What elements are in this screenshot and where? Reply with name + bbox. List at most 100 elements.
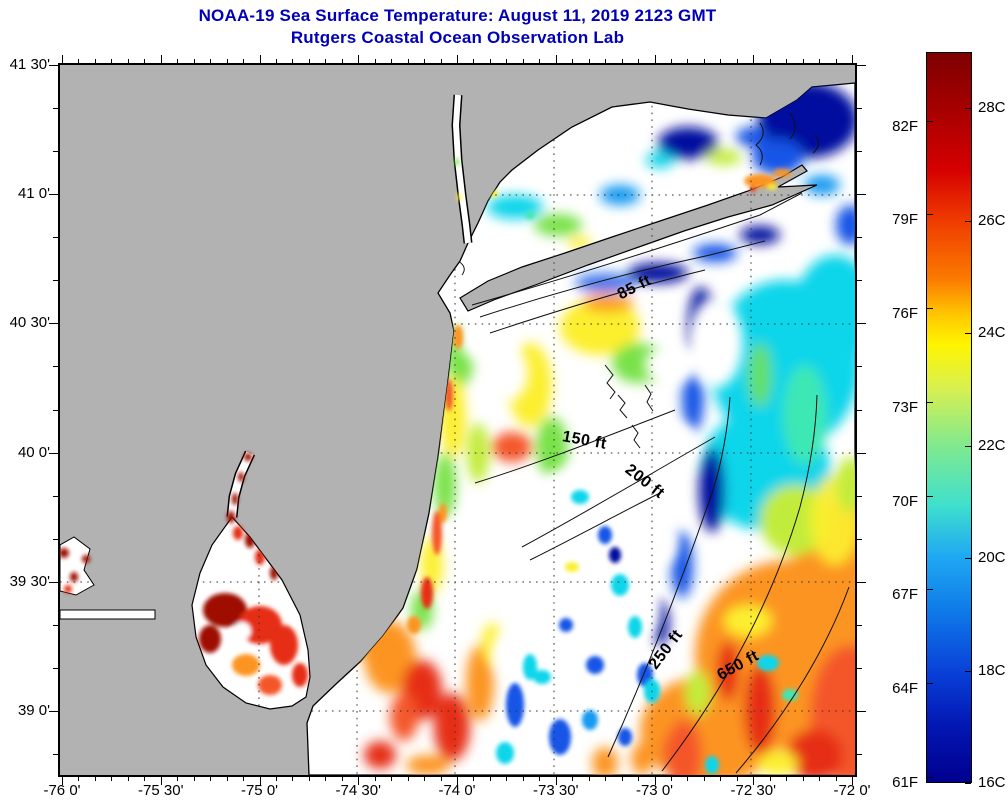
x-tick-label: -73 30' bbox=[533, 782, 579, 799]
x-tick-bottom bbox=[111, 777, 113, 781]
x-tick-bottom bbox=[786, 777, 788, 781]
long-island bbox=[459, 164, 818, 312]
x-tick-top bbox=[325, 59, 327, 63]
colorbar-tick-f bbox=[927, 120, 933, 122]
x-tick-bottom bbox=[687, 777, 689, 781]
y-tick-left bbox=[49, 581, 58, 583]
x-tick-bottom bbox=[62, 777, 63, 785]
x-tick-bottom bbox=[753, 777, 755, 785]
y-tick-right bbox=[857, 538, 862, 540]
x-tick-bottom bbox=[358, 777, 360, 785]
x-tick-top bbox=[62, 55, 63, 63]
x-tick-top bbox=[391, 59, 393, 63]
x-tick-top bbox=[127, 59, 129, 63]
x-tick-bottom bbox=[522, 777, 524, 781]
x-tick-bottom bbox=[539, 777, 541, 781]
x-tick-top bbox=[670, 59, 672, 63]
x-tick-top bbox=[506, 59, 508, 63]
x-tick-top bbox=[819, 59, 821, 63]
x-tick-top bbox=[358, 55, 360, 63]
x-tick-top bbox=[341, 59, 343, 63]
x-tick-top bbox=[802, 59, 804, 63]
x-tick-bottom bbox=[407, 777, 409, 781]
x-tick-bottom bbox=[160, 777, 162, 785]
x-tick-label: -74 0' bbox=[438, 782, 476, 799]
x-tick-top bbox=[94, 59, 96, 63]
y-tick-label: 41 30' bbox=[9, 56, 50, 73]
colorbar-tick-f bbox=[927, 214, 933, 216]
colorbar bbox=[926, 52, 972, 783]
x-tick-bottom bbox=[78, 777, 80, 781]
y-tick-left bbox=[53, 624, 58, 626]
y-tick-left bbox=[53, 495, 58, 497]
x-tick-bottom bbox=[572, 777, 574, 781]
x-tick-top bbox=[769, 59, 771, 63]
x-tick-bottom bbox=[638, 777, 640, 781]
colorbar-label-f: 76F bbox=[892, 305, 918, 323]
y-tick-left bbox=[53, 151, 58, 153]
colorbar-tick-c bbox=[965, 220, 971, 222]
y-tick-left bbox=[53, 366, 58, 368]
x-tick-top bbox=[275, 59, 277, 63]
x-tick-bottom bbox=[819, 777, 821, 781]
page-title: NOAA-19 Sea Surface Temperature: August … bbox=[198, 6, 717, 25]
x-tick-bottom bbox=[457, 777, 458, 785]
x-tick-top bbox=[292, 59, 294, 63]
colorbar-label-f: 79F bbox=[892, 211, 918, 229]
x-tick-bottom bbox=[144, 777, 146, 781]
x-tick-bottom bbox=[703, 777, 705, 781]
x-tick-top bbox=[753, 55, 755, 63]
hudson-river bbox=[452, 94, 471, 244]
x-tick-bottom bbox=[835, 777, 837, 781]
x-tick-bottom bbox=[621, 777, 623, 781]
peconic-warm-patch bbox=[744, 169, 791, 192]
colorbar-label-f: 61F bbox=[892, 773, 918, 791]
x-tick-label: -72 30' bbox=[730, 782, 776, 799]
colorbar-tick-f bbox=[927, 401, 933, 403]
x-tick-top bbox=[473, 59, 475, 63]
x-tick-bottom bbox=[506, 777, 508, 781]
x-tick-top bbox=[489, 59, 491, 63]
y-tick-right bbox=[857, 237, 862, 239]
x-tick-top bbox=[572, 59, 574, 63]
x-tick-bottom bbox=[769, 777, 771, 781]
x-tick-bottom bbox=[292, 777, 294, 781]
x-tick-top bbox=[78, 59, 80, 63]
x-tick-bottom bbox=[802, 777, 804, 781]
x-tick-top bbox=[424, 59, 426, 63]
y-tick-left bbox=[49, 323, 58, 325]
y-tick-label: 39 0' bbox=[17, 702, 50, 719]
x-tick-bottom bbox=[852, 777, 853, 785]
colorbar-tick-c bbox=[965, 445, 971, 447]
x-tick-top bbox=[720, 59, 722, 63]
x-tick-bottom bbox=[94, 777, 96, 781]
x-tick-label: -72 0' bbox=[833, 782, 871, 799]
y-tick-left bbox=[53, 237, 58, 239]
x-tick-top bbox=[226, 59, 228, 63]
colorbar-tick-f bbox=[927, 683, 933, 685]
x-tick-top bbox=[522, 59, 524, 63]
x-tick-top bbox=[457, 55, 458, 63]
cloud-patches bbox=[458, 263, 743, 731]
x-tick-top bbox=[210, 59, 212, 63]
x-tick-top bbox=[259, 55, 261, 63]
x-tick-bottom bbox=[210, 777, 212, 781]
x-tick-bottom bbox=[670, 777, 672, 781]
y-tick-right bbox=[857, 323, 866, 325]
colorbar-tick-c bbox=[965, 333, 971, 335]
x-tick-top bbox=[835, 59, 837, 63]
delaware-river bbox=[228, 451, 254, 518]
y-tick-right bbox=[857, 151, 862, 153]
y-tick-right bbox=[857, 452, 866, 454]
x-tick-top bbox=[539, 59, 541, 63]
x-tick-bottom bbox=[243, 777, 245, 781]
x-tick-top bbox=[638, 59, 640, 63]
y-tick-left bbox=[53, 108, 58, 110]
y-tick-right bbox=[857, 108, 862, 110]
colorbar-label-c: 16C bbox=[978, 774, 1006, 791]
x-tick-top bbox=[621, 59, 623, 63]
colorbar-label-c: 28C bbox=[978, 99, 1006, 117]
y-tick-left bbox=[49, 65, 58, 66]
colorbar-label-c: 26C bbox=[978, 211, 1006, 229]
colorbar-tick-f bbox=[927, 776, 933, 778]
